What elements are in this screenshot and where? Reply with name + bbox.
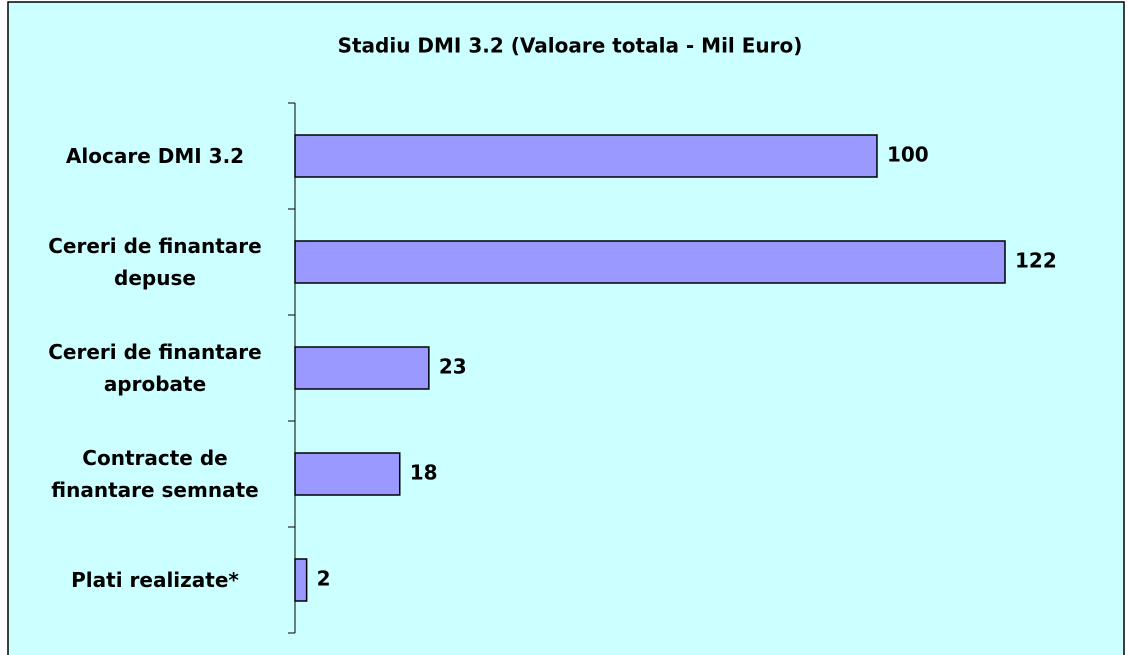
value-label: 100 xyxy=(887,143,929,167)
category-label: Contracte de finantare semnate xyxy=(51,446,259,502)
bar xyxy=(294,134,878,178)
category-label: Plati realizate* xyxy=(71,568,239,592)
chart-title: Stadiu DMI 3.2 (Valoare totala - Mil Eur… xyxy=(338,34,803,58)
chart-background xyxy=(7,1,1125,655)
category-label: Cereri de finantare aprobate xyxy=(48,340,262,396)
bar xyxy=(294,346,430,390)
bar xyxy=(294,240,1006,284)
bar xyxy=(294,452,401,496)
value-label: 18 xyxy=(410,461,438,485)
value-label: 23 xyxy=(439,355,467,379)
value-label: 2 xyxy=(317,567,331,591)
bar xyxy=(294,558,308,602)
category-label: Alocare DMI 3.2 xyxy=(65,144,245,168)
value-label: 122 xyxy=(1015,249,1057,273)
category-label: Cereri de finantare depuse xyxy=(48,234,262,290)
